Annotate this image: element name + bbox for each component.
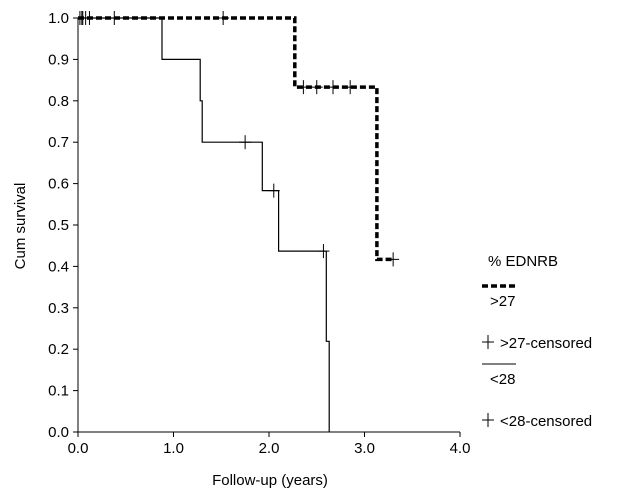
censor-mark-gt27 [387,252,400,267]
y-tick-label: 0.0 [48,424,69,441]
y-axis-label: Cum survival [12,183,29,270]
censor-mark-gt27 [217,11,230,25]
legend-swatch-gt27-censored [482,335,494,349]
y-tick-label: 0.8 [48,93,69,110]
x-tick-label: 4.0 [450,440,471,457]
y-tick-label: 0.4 [48,258,69,275]
censor-mark-lt28 [239,135,252,150]
legend-title: % EDNRB [488,253,558,270]
x-tick-label: 3.0 [354,440,375,457]
censor-mark-gt27 [310,80,323,95]
y-tick-label: 0.3 [48,300,69,317]
legend-label-gt27: >27 [490,293,515,310]
censor-mark-gt27 [344,80,357,95]
y-tick-label: 0.6 [48,176,69,193]
series-layer [73,11,400,432]
y-tick-label: 0.5 [48,217,69,234]
legend-label-gt27-censored: >27-censored [500,335,592,352]
y-tick-label: 0.7 [48,134,69,151]
censor-mark-gt27 [326,80,339,95]
axes: 0.0 0.1 0.2 0.3 0.4 0.5 0.6 0.7 0.8 0.9 1.0 0.0 1.0 2… [48,10,470,457]
x-tick-label: 2.0 [259,440,280,457]
series-gt27 [73,11,400,267]
y-tick-label: 1.0 [48,10,69,27]
y-tick-label: 0.2 [48,341,69,358]
censor-mark-lt28 [267,183,280,198]
legend-label-lt28-censored: <28-censored [500,413,592,430]
y-tick-label: 0.9 [48,51,69,68]
x-tick-label: 0.0 [68,440,89,457]
series-line-lt28 [78,17,330,432]
x-tick-label: 1.0 [163,440,184,457]
series-lt28 [75,11,330,432]
legend-label-lt28: <28 [490,371,515,388]
y-tick-label: 0.1 [48,383,69,400]
censor-mark-lt28 [317,244,330,259]
legend: >27 >27-censored <28 <28-censored [482,284,592,430]
x-axis-label: Follow-up (years) [212,472,328,489]
legend-swatch-lt28-censored [482,413,494,427]
series-line-gt27 [78,16,394,262]
censor-mark-gt27 [297,80,310,95]
censor-mark-lt28 [75,11,88,25]
